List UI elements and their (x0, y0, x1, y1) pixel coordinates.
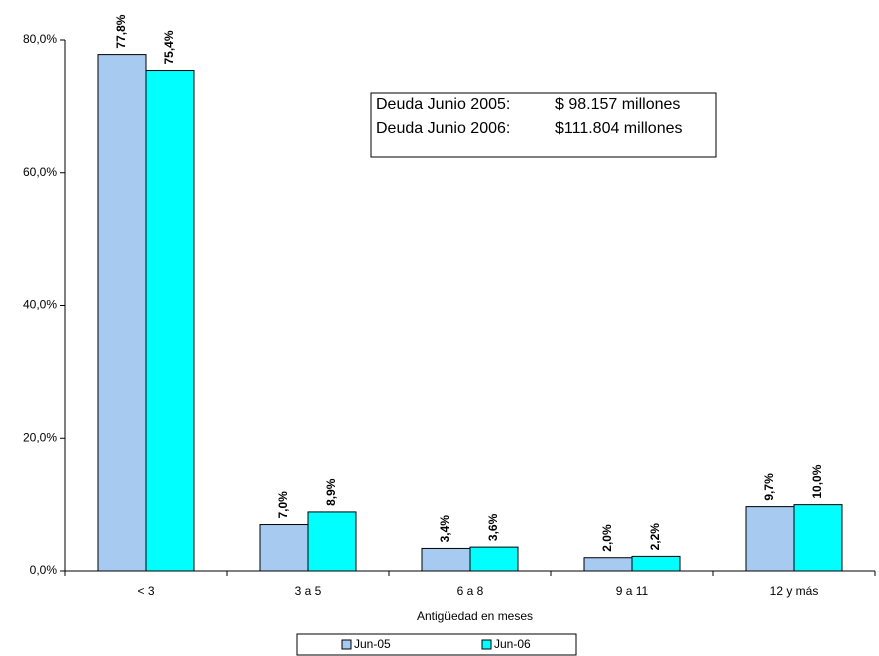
legend-label: Jun-06 (494, 637, 531, 651)
bar (793, 504, 843, 572)
x-tick-label: 3 a 5 (295, 584, 322, 598)
value-label: 75,4% (162, 30, 176, 64)
legend-box (296, 633, 577, 656)
x-tick-label: 12 y más (770, 584, 819, 598)
bar (145, 70, 195, 572)
bar (97, 54, 147, 572)
bar (421, 547, 471, 572)
legend-swatch (481, 639, 492, 650)
bar (583, 557, 633, 572)
value-label: 77,8% (114, 14, 128, 48)
bar (631, 555, 681, 572)
value-label: 9,7% (762, 473, 776, 501)
annotation: Deuda Junio 2005: (376, 96, 510, 113)
y-tick-label: 0,0% (30, 563, 58, 577)
x-tick-label: < 3 (137, 584, 154, 598)
y-tick-label: 80,0% (23, 32, 57, 46)
value-label: 2,0% (600, 524, 614, 552)
value-label: 2,2% (648, 523, 662, 551)
value-label: 3,4% (438, 515, 452, 543)
annotation: $ 98.157 millones (555, 96, 680, 113)
x-tick-label: 6 a 8 (457, 584, 484, 598)
x-axis-label: Antigüedad en meses (417, 609, 533, 623)
annotation-box (370, 92, 717, 158)
value-label: 10,0% (810, 464, 824, 498)
legend-swatch (341, 639, 352, 650)
y-tick-label: 60,0% (23, 165, 57, 179)
legend-label: Jun-05 (354, 637, 391, 651)
annotation: $111.804 millones (555, 120, 683, 137)
bar (745, 506, 795, 572)
y-tick-label: 20,0% (23, 430, 57, 444)
annotation: Deuda Junio 2006: (376, 120, 510, 137)
bar (259, 524, 309, 572)
bar (469, 546, 519, 572)
value-label: 8,9% (324, 478, 338, 506)
y-tick-label: 40,0% (23, 298, 57, 312)
x-tick-label: 9 a 11 (616, 584, 649, 598)
bar (307, 511, 357, 572)
value-label: 7,0% (276, 491, 290, 519)
value-label: 3,6% (486, 513, 500, 541)
